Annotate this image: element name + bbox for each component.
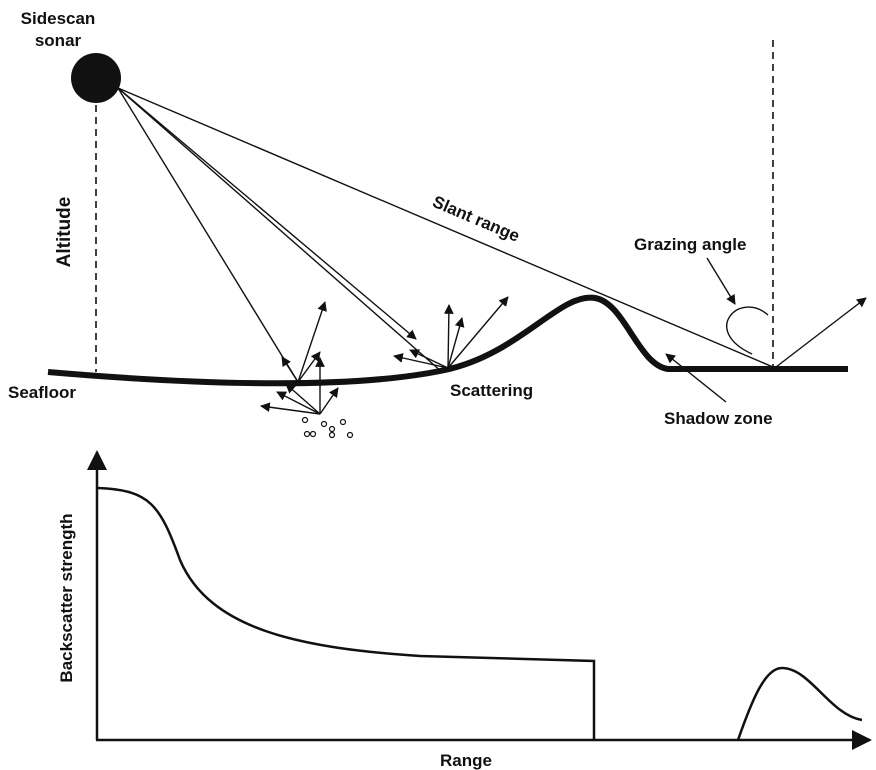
y-axis-label: Backscatter strength: [57, 513, 76, 682]
seafloor-profile: [47, 294, 848, 387]
shadow-zone-pointer: [665, 353, 727, 403]
specular-reflection-arrow: [775, 297, 867, 368]
altitude-label: Altitude: [54, 197, 75, 268]
seafloor-label: Seafloor: [8, 383, 76, 402]
slant-range-label: Slant range: [430, 192, 523, 246]
sonar-label-line2: sonar: [35, 31, 82, 50]
scatter-mid-arrows: [393, 296, 509, 369]
sonar-geometry: Sidescan sonar Altitude Seafloor Slant r…: [8, 9, 867, 439]
sediment-bubbles: [301, 416, 354, 439]
backscatter-graph: Backscatter strength Range: [57, 450, 872, 770]
sonar-device: [71, 53, 121, 103]
beam-to-mid-arrow: [117, 87, 417, 340]
scatter-near-arrows: [260, 301, 339, 415]
backscatter-curve-return: [736, 666, 863, 741]
x-axis-label: Range: [440, 751, 492, 770]
scattering-label: Scattering: [450, 381, 533, 400]
grazing-angle-pointer: [706, 257, 736, 305]
beam-slant-range: [117, 87, 774, 368]
grazing-angle-arc: [726, 306, 769, 355]
beam-to-mid: [117, 87, 443, 373]
shadow-zone-label: Shadow zone: [664, 409, 773, 428]
sonar-label-line1: Sidescan: [21, 9, 96, 28]
grazing-angle-label: Grazing angle: [634, 235, 746, 254]
backscatter-curve-main: [97, 486, 596, 740]
beam-to-near: [117, 87, 299, 383]
